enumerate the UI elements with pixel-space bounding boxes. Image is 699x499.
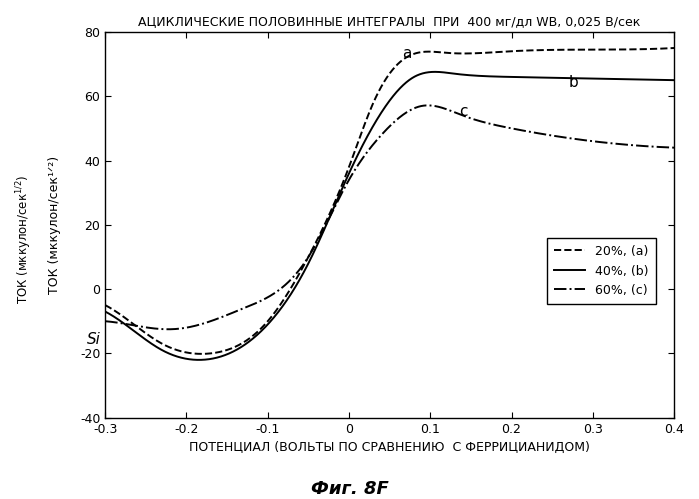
X-axis label: ПОТЕНЦИАЛ (ВОЛЬТЫ ПО СРАВНЕНИЮ  С ФЕРРИЦИАНИДОМ): ПОТЕНЦИАЛ (ВОЛЬТЫ ПО СРАВНЕНИЮ С ФЕРРИЦИ…: [189, 441, 590, 454]
40%, (b): [654, 77, 662, 83]
Legend: 20%, (a), 40%, (b), 60%, (c): 20%, (a), 40%, (b), 60%, (c): [547, 238, 656, 304]
Text: b: b: [568, 74, 578, 90]
20%, (a): [378, 82, 387, 88]
Text: c: c: [459, 103, 467, 119]
20%, (a): [654, 46, 662, 52]
40%, (b): [670, 77, 678, 83]
40%, (b): [363, 134, 371, 140]
40%, (b): [378, 108, 387, 114]
60%, (c): [670, 145, 678, 151]
40%, (b): [130, 328, 138, 334]
60%, (c): [101, 318, 110, 324]
40%, (b): [654, 77, 663, 83]
40%, (b): [194, 357, 203, 363]
60%, (c): [164, 326, 173, 332]
Text: ТОК (мккулон/сек¹ᐟ²): ТОК (мккулон/сек¹ᐟ²): [48, 156, 61, 294]
20%, (a): [363, 115, 371, 121]
40%, (b): [101, 308, 110, 314]
60%, (c): [424, 102, 432, 108]
60%, (c): [363, 149, 371, 155]
20%, (a): [654, 46, 662, 52]
Text: a: a: [402, 45, 411, 61]
Text: Si: Si: [87, 332, 101, 347]
Line: 40%, (b): 40%, (b): [106, 72, 674, 360]
40%, (b): [431, 69, 439, 75]
Line: 20%, (a): 20%, (a): [106, 48, 674, 354]
Text: Фиг. 8F: Фиг. 8F: [310, 480, 389, 498]
20%, (a): [549, 47, 558, 53]
60%, (c): [378, 131, 387, 137]
60%, (c): [549, 133, 558, 139]
60%, (c): [654, 144, 662, 150]
20%, (a): [101, 302, 110, 308]
20%, (a): [130, 322, 138, 328]
Title: АЦИКЛИЧЕСКИЕ ПОЛОВИННЫЕ ИНТЕГРАЛЫ  ПРИ  400 мг/дл WB, 0,025 В/сек: АЦИКЛИЧЕСКИЕ ПОЛОВИННЫЕ ИНТЕГРАЛЫ ПРИ 40…: [138, 15, 641, 28]
60%, (c): [654, 144, 663, 150]
20%, (a): [197, 351, 206, 357]
60%, (c): [130, 322, 138, 328]
Text: ТОК (мккулон/сек$^{1/2}$): ТОК (мккулон/сек$^{1/2}$): [15, 175, 34, 304]
20%, (a): [670, 45, 678, 51]
Line: 60%, (c): 60%, (c): [106, 105, 674, 329]
40%, (b): [549, 75, 558, 81]
